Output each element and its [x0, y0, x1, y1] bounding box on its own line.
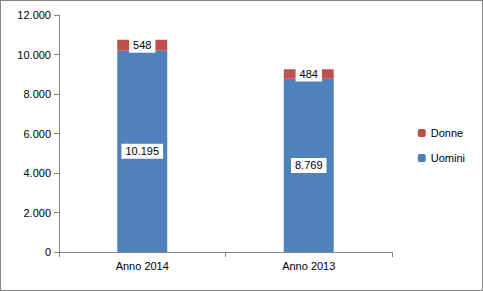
- svg-text:8.769: 8.769: [295, 159, 323, 171]
- svg-text:12.000: 12.000: [17, 9, 51, 21]
- svg-text:4.000: 4.000: [23, 167, 51, 179]
- svg-text:Anno 2014: Anno 2014: [116, 260, 169, 272]
- svg-text:10.195: 10.195: [125, 145, 159, 157]
- svg-text:Donne: Donne: [431, 127, 463, 139]
- svg-text:10.000: 10.000: [17, 49, 51, 61]
- svg-text:0: 0: [45, 246, 51, 258]
- svg-text:Uomini: Uomini: [431, 152, 465, 164]
- svg-text:548: 548: [133, 39, 151, 51]
- svg-text:2.000: 2.000: [23, 207, 51, 219]
- svg-text:Anno 2013: Anno 2013: [282, 260, 335, 272]
- svg-text:484: 484: [300, 68, 318, 80]
- svg-text:8.000: 8.000: [23, 88, 51, 100]
- svg-text:6.000: 6.000: [23, 128, 51, 140]
